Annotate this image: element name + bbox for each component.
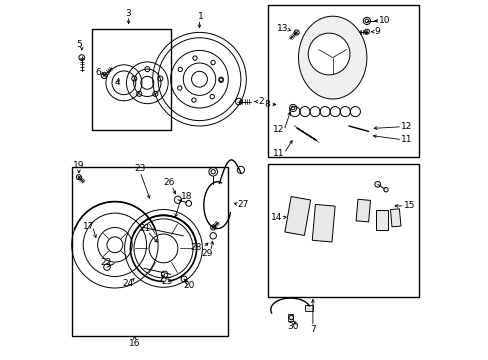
- Text: 24: 24: [122, 279, 133, 288]
- Polygon shape: [389, 209, 400, 227]
- Text: 21: 21: [140, 224, 151, 233]
- Polygon shape: [298, 16, 366, 99]
- Text: 2: 2: [257, 97, 263, 106]
- Text: 22: 22: [100, 258, 111, 266]
- Text: 10: 10: [378, 17, 390, 26]
- Bar: [267, 5, 418, 157]
- Bar: [287, 314, 292, 321]
- Text: 9: 9: [374, 27, 380, 36]
- Bar: [72, 167, 228, 336]
- Text: 6: 6: [95, 68, 101, 77]
- Bar: [305, 305, 312, 311]
- Text: 28: 28: [190, 243, 201, 252]
- Text: 30: 30: [287, 323, 298, 331]
- Text: 15: 15: [403, 202, 414, 210]
- Text: 26: 26: [163, 179, 174, 188]
- Text: 18: 18: [181, 192, 192, 202]
- Text: 23: 23: [134, 164, 145, 173]
- Text: 5: 5: [76, 40, 81, 49]
- Text: 19: 19: [73, 161, 84, 170]
- Bar: [267, 164, 418, 297]
- Text: 17: 17: [83, 222, 95, 231]
- Text: 11: 11: [400, 135, 411, 144]
- Text: 25: 25: [161, 277, 172, 286]
- Polygon shape: [375, 210, 387, 230]
- Text: 7: 7: [309, 325, 315, 333]
- Polygon shape: [285, 197, 310, 235]
- Text: 14: 14: [271, 213, 282, 222]
- Text: 29: 29: [202, 249, 213, 258]
- Text: 8: 8: [264, 100, 269, 109]
- Text: 4: 4: [115, 78, 121, 87]
- Polygon shape: [355, 199, 370, 222]
- Text: 12: 12: [272, 125, 284, 134]
- Circle shape: [307, 33, 349, 75]
- Text: 16: 16: [129, 338, 140, 348]
- Polygon shape: [312, 204, 334, 242]
- Text: 27: 27: [237, 200, 248, 209]
- Text: 20: 20: [183, 281, 194, 289]
- Text: 1: 1: [197, 13, 203, 22]
- Text: 12: 12: [400, 122, 411, 131]
- Text: 3: 3: [125, 9, 131, 18]
- Text: 11: 11: [272, 149, 284, 158]
- Bar: [91, 29, 170, 130]
- Text: 13: 13: [276, 24, 287, 33]
